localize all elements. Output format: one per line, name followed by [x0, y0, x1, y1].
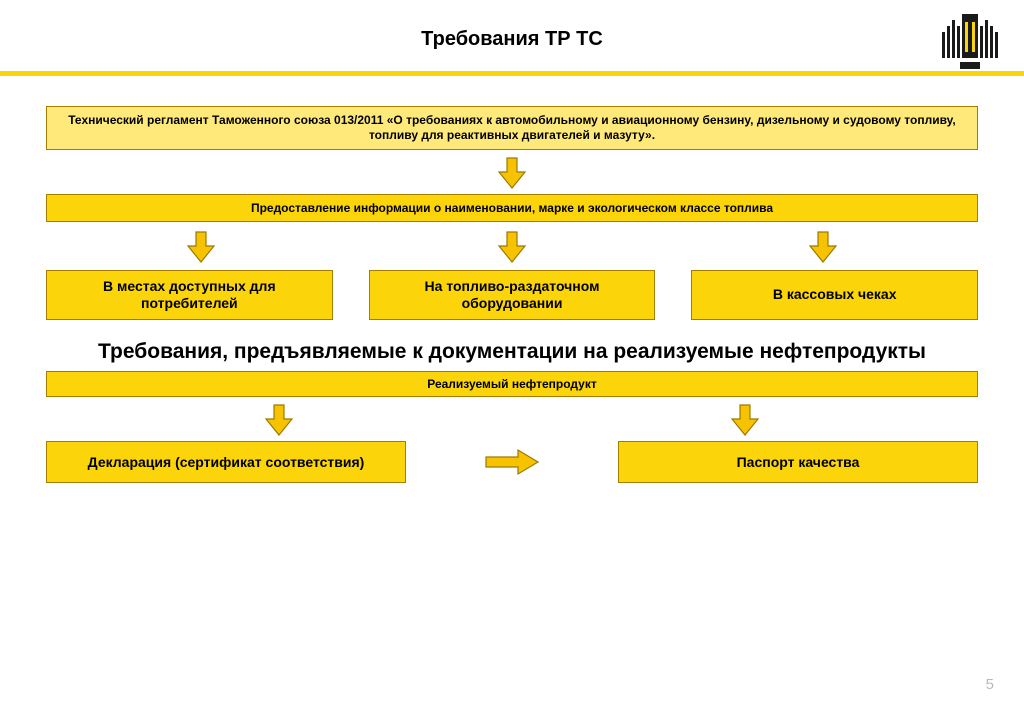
page-number: 5	[986, 676, 994, 693]
info-provision-box: Предоставление информации о наименовании…	[46, 194, 978, 222]
passport-box: Паспорт качества	[618, 441, 978, 483]
location-box-consumers: В местах доступных для потребителей	[46, 270, 333, 320]
arrow-row-three	[46, 222, 978, 270]
arrow-down-icon	[497, 230, 527, 264]
location-box-receipts: В кассовых чеках	[691, 270, 978, 320]
arrow-row-two	[46, 397, 978, 441]
arrow-down-icon	[808, 230, 838, 264]
arrow-down-icon	[264, 403, 294, 437]
arrow-down-1	[46, 150, 978, 194]
declaration-box: Декларация (сертификат соответствия)	[46, 441, 406, 483]
arrow-right-icon	[482, 447, 542, 477]
location-box-equipment: На топливо-раздаточном оборудовании	[369, 270, 656, 320]
three-locations-row: В местах доступных для потребителей На т…	[46, 270, 978, 320]
rosneft-logo	[940, 14, 1000, 75]
product-box: Реализуемый нефтепродукт	[46, 371, 978, 397]
documentation-subtitle: Требования, предъявляемые к документации…	[46, 338, 978, 365]
diagram-content: Технический регламент Таможенного союза …	[0, 76, 1024, 483]
arrow-down-icon	[730, 403, 760, 437]
regulation-box: Технический регламент Таможенного союза …	[46, 106, 978, 150]
arrow-down-icon	[186, 230, 216, 264]
page-title: Требования ТР ТС	[0, 0, 1024, 51]
documents-row: Декларация (сертификат соответствия) Пас…	[46, 441, 978, 483]
